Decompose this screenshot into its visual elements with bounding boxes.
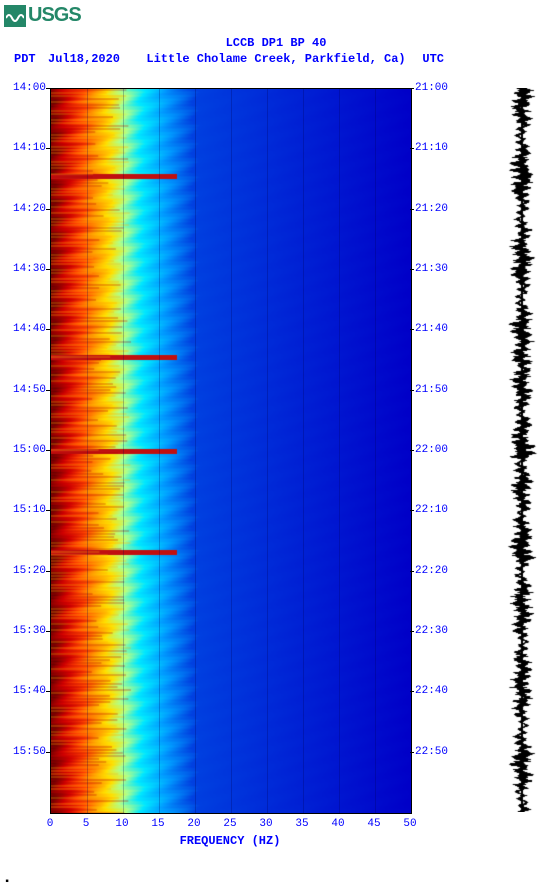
grid-line xyxy=(87,89,88,813)
tick-mark xyxy=(46,752,50,753)
x-axis-label: FREQUENCY (HZ) xyxy=(0,834,460,848)
grid-line xyxy=(375,89,376,813)
x-tick-label: 30 xyxy=(259,818,272,830)
x-tick-label: 20 xyxy=(187,818,200,830)
tick-mark xyxy=(46,510,50,511)
x-tick-label: 50 xyxy=(403,818,416,830)
grid-line xyxy=(159,89,160,813)
grid-line xyxy=(123,89,124,813)
y-tick-left: 15:50 xyxy=(6,746,46,758)
waveform-trace xyxy=(500,88,544,812)
tick-mark xyxy=(46,269,50,270)
location-label: Little Cholame Creek, Parkfield, Ca) xyxy=(0,52,552,66)
y-tick-right: 22:40 xyxy=(415,685,448,697)
tick-mark xyxy=(46,390,50,391)
spectrogram-plot xyxy=(50,88,412,814)
tick-mark xyxy=(410,571,414,572)
y-tick-left: 14:10 xyxy=(6,142,46,154)
tick-mark xyxy=(46,631,50,632)
footnote-mark: ▪ xyxy=(4,877,10,888)
y-tick-left: 15:20 xyxy=(6,565,46,577)
y-tick-right: 22:20 xyxy=(415,565,448,577)
logo-wave-icon xyxy=(4,5,26,27)
x-tick-label: 15 xyxy=(151,818,164,830)
tick-mark xyxy=(410,209,414,210)
grid-line xyxy=(339,89,340,813)
grid-line xyxy=(231,89,232,813)
y-tick-right: 21:20 xyxy=(415,203,448,215)
y-tick-left: 15:10 xyxy=(6,504,46,516)
x-tick-label: 35 xyxy=(295,818,308,830)
y-tick-left: 14:30 xyxy=(6,263,46,275)
x-tick-label: 40 xyxy=(331,818,344,830)
y-tick-right: 22:00 xyxy=(415,444,448,456)
y-tick-right: 22:10 xyxy=(415,504,448,516)
y-tick-right: 22:30 xyxy=(415,625,448,637)
tick-mark xyxy=(46,88,50,89)
tick-mark xyxy=(410,631,414,632)
x-tick-label: 5 xyxy=(83,818,90,830)
tick-mark xyxy=(410,148,414,149)
y-tick-right: 22:50 xyxy=(415,746,448,758)
chart-title: LCCB DP1 BP 40 xyxy=(0,36,552,50)
x-tick-label: 45 xyxy=(367,818,380,830)
y-tick-left: 14:50 xyxy=(6,384,46,396)
y-tick-left: 14:40 xyxy=(6,323,46,335)
tick-mark xyxy=(410,752,414,753)
tick-mark xyxy=(410,269,414,270)
logo-text: USGS xyxy=(28,4,81,27)
tick-mark xyxy=(46,450,50,451)
tick-mark xyxy=(410,450,414,451)
y-tick-left: 14:20 xyxy=(6,203,46,215)
y-tick-right: 21:40 xyxy=(415,323,448,335)
tick-mark xyxy=(46,691,50,692)
grid-line xyxy=(267,89,268,813)
y-tick-left: 14:00 xyxy=(6,82,46,94)
y-tick-left: 15:40 xyxy=(6,685,46,697)
tick-mark xyxy=(46,571,50,572)
x-tick-label: 10 xyxy=(115,818,128,830)
tick-mark xyxy=(46,329,50,330)
y-tick-left: 15:00 xyxy=(6,444,46,456)
grid-line xyxy=(303,89,304,813)
tick-mark xyxy=(410,691,414,692)
y-tick-right: 21:30 xyxy=(415,263,448,275)
tick-mark xyxy=(410,329,414,330)
grid-line xyxy=(195,89,196,813)
y-tick-right: 21:10 xyxy=(415,142,448,154)
x-tick-label: 25 xyxy=(223,818,236,830)
usgs-logo: USGS xyxy=(4,4,81,27)
tick-mark xyxy=(410,390,414,391)
tick-mark xyxy=(410,510,414,511)
y-tick-right: 21:50 xyxy=(415,384,448,396)
tick-mark xyxy=(46,148,50,149)
y-tick-right: 21:00 xyxy=(415,82,448,94)
utc-label: UTC xyxy=(422,52,444,66)
y-tick-left: 15:30 xyxy=(6,625,46,637)
x-tick-label: 0 xyxy=(47,818,54,830)
tick-mark xyxy=(46,209,50,210)
tick-mark xyxy=(410,88,414,89)
